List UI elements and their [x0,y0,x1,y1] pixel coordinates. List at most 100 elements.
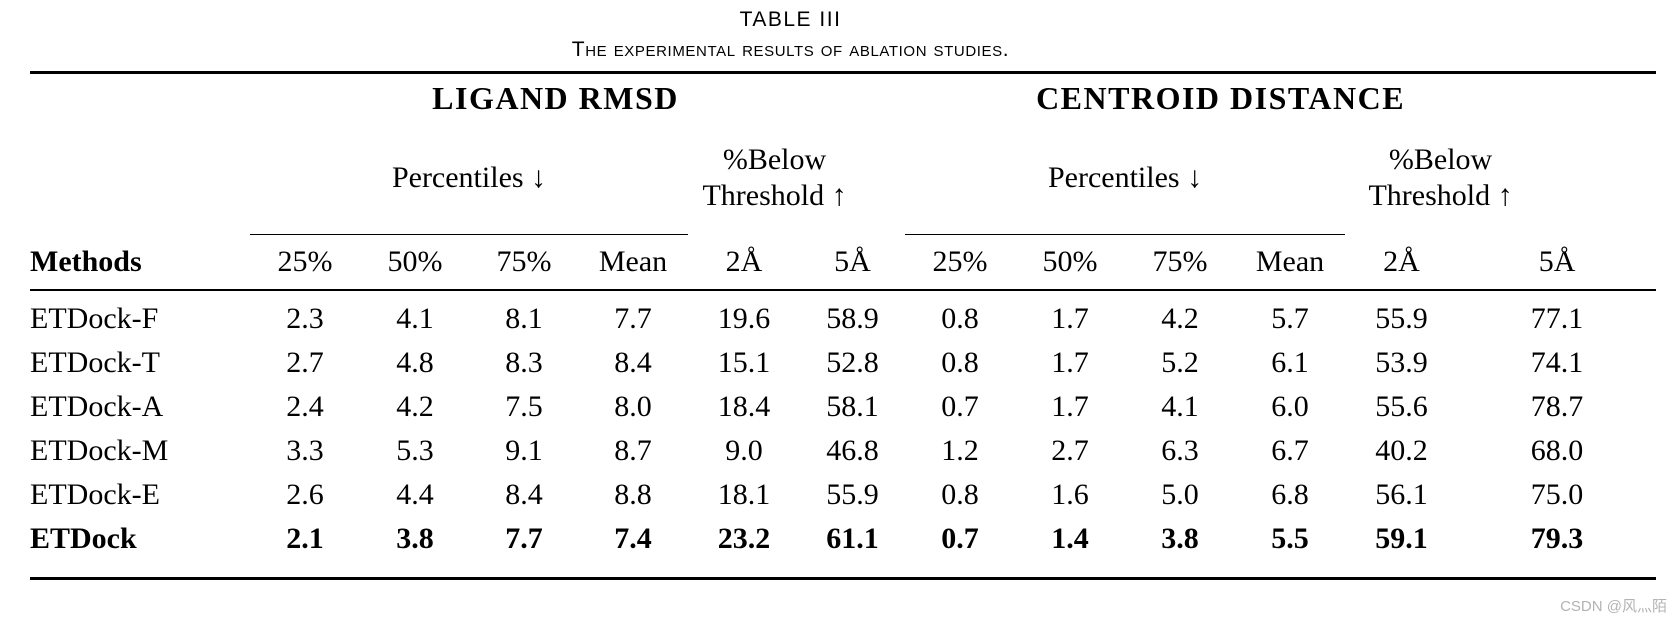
below-threshold-label: %Below Threshold ↑ [1368,143,1513,213]
subgroup-below-threshold-ligand: %Below Threshold ↑ [688,122,905,235]
value-cell: 58.9 [826,302,879,335]
value-cell: 8.3 [505,346,543,379]
value-cell: 1.2 [941,434,979,467]
value-cell: 46.8 [826,434,879,467]
value-cell: 55.9 [1375,302,1428,335]
subgroup-percentiles-centroid: Percentiles ↓ [905,122,1346,235]
subgroup-spacer [30,122,250,235]
value-cell: 2.6 [286,478,324,511]
col-header-5a-ligand: 5Å [800,234,906,291]
table-row-etdock-a: ETDock-A 2.4 4.2 7.5 8.0 18.4 58.1 0.7 1… [30,385,1656,429]
method-cell: ETDock-E [30,478,160,511]
subgroup-percentiles-ligand: Percentiles ↓ [250,122,688,235]
value-cell: 52.8 [826,346,879,379]
method-cell: ETDock-F [30,302,159,335]
value-cell: 7.7 [614,302,652,335]
col-header-25pct-ligand: 25% [250,234,360,291]
value-cell: 40.2 [1375,434,1428,467]
table-title: The experimental results of ablation stu… [571,38,1010,61]
table-number: TABLE III [739,8,842,31]
value-cell: 0.8 [941,478,979,511]
table-row-etdock: ETDock 2.1 3.8 7.7 7.4 23.2 61.1 0.7 1.4… [30,517,1656,579]
value-cell: 75.0 [1530,478,1584,511]
value-cell: 2.7 [286,346,324,379]
value-cell: 1.7 [1051,302,1089,335]
col-header-5a-centroid: 5Å [1458,234,1657,291]
value-cell: 2.4 [286,390,324,423]
value-cell: 77.1 [1530,302,1584,335]
value-cell: 59.1 [1375,522,1428,555]
value-cell: 4.4 [396,478,434,511]
col-header-mean-centroid: Mean [1235,234,1346,291]
value-cell: 15.1 [717,346,771,379]
value-cell: 6.8 [1271,478,1309,511]
value-cell: 78.7 [1530,390,1584,423]
group-header-row: LIGAND RMSD CENTROID DISTANCE [30,73,1656,123]
col-header-75pct-centroid: 75% [1125,234,1236,291]
value-cell: 9.0 [725,434,763,467]
value-cell: 0.7 [941,522,979,555]
col-header-50pct-centroid: 50% [1015,234,1126,291]
value-cell: 5.5 [1271,522,1309,555]
table-row-etdock-f: ETDock-F 2.3 4.1 8.1 7.7 19.6 58.9 0.8 1… [30,290,1656,341]
below-threshold-label: %Below Threshold ↑ [702,143,847,213]
method-cell: ETDock-M [30,434,169,467]
value-cell: 55.6 [1375,390,1428,423]
value-cell: 8.4 [614,346,652,379]
value-cell: 2.7 [1051,434,1089,467]
value-cell: 2.3 [286,302,324,335]
table-caption-block: TABLE III The experimental results of ab… [0,0,1673,62]
value-cell: 5.3 [396,434,434,467]
value-cell: 9.1 [505,434,543,467]
csdn-watermark: CSDN @风灬陌 [1560,598,1667,615]
value-cell: 7.4 [614,522,652,555]
table-row-etdock-m: ETDock-M 3.3 5.3 9.1 8.7 9.0 46.8 1.2 2.… [30,429,1656,473]
value-cell: 0.8 [941,302,979,335]
value-cell: 53.9 [1375,346,1428,379]
percentiles-label: Percentiles ↓ [1047,161,1203,194]
value-cell: 5.7 [1271,302,1309,335]
value-cell: 1.6 [1051,478,1089,511]
value-cell: 4.1 [1161,390,1199,423]
value-cell: 7.7 [505,522,543,555]
col-header-50pct-ligand: 50% [360,234,470,291]
value-cell: 7.5 [505,390,543,423]
method-cell: ETDock [30,522,137,555]
value-cell: 61.1 [826,522,879,555]
value-cell: 6.7 [1271,434,1309,467]
group-header-spacer [30,73,250,123]
ablation-results-table: LIGAND RMSD CENTROID DISTANCE Percentile… [30,71,1657,580]
col-header-2a-centroid: 2Å [1345,234,1459,291]
col-header-75pct-ligand: 75% [470,234,578,291]
value-cell: 3.3 [286,434,324,467]
value-cell: 3.8 [396,522,434,555]
table-row-etdock-e: ETDock-E 2.6 4.4 8.4 8.8 18.1 55.9 0.8 1… [30,473,1656,517]
value-cell: 5.0 [1161,478,1199,511]
col-header-mean-ligand: Mean [578,234,688,291]
value-cell: 3.8 [1161,522,1199,555]
percentiles-label: Percentiles ↓ [391,161,547,194]
method-cell: ETDock-A [30,390,164,423]
value-cell: 6.0 [1271,390,1309,423]
subgroup-below-threshold-centroid: %Below Threshold ↑ [1345,122,1656,235]
value-cell: 1.7 [1051,346,1089,379]
value-cell: 8.7 [614,434,652,467]
value-cell: 56.1 [1375,478,1428,511]
value-cell: 74.1 [1530,346,1584,379]
value-cell: 4.8 [396,346,434,379]
subgroup-header-row: Percentiles ↓ %Below Threshold ↑ Percenti… [30,122,1656,235]
value-cell: 8.1 [505,302,543,335]
value-cell: 8.0 [614,390,652,423]
value-cell: 6.3 [1161,434,1199,467]
value-cell: 8.4 [505,478,543,511]
col-header-methods: Methods [30,234,250,291]
value-cell: 5.2 [1161,346,1199,379]
value-cell: 23.2 [717,522,771,555]
method-cell: ETDock-T [30,346,160,379]
value-cell: 1.4 [1051,522,1089,555]
value-cell: 58.1 [826,390,879,423]
col-header-2a-ligand: 2Å [688,234,800,291]
value-cell: 8.8 [614,478,652,511]
value-cell: 55.9 [826,478,879,511]
value-cell: 1.7 [1051,390,1089,423]
